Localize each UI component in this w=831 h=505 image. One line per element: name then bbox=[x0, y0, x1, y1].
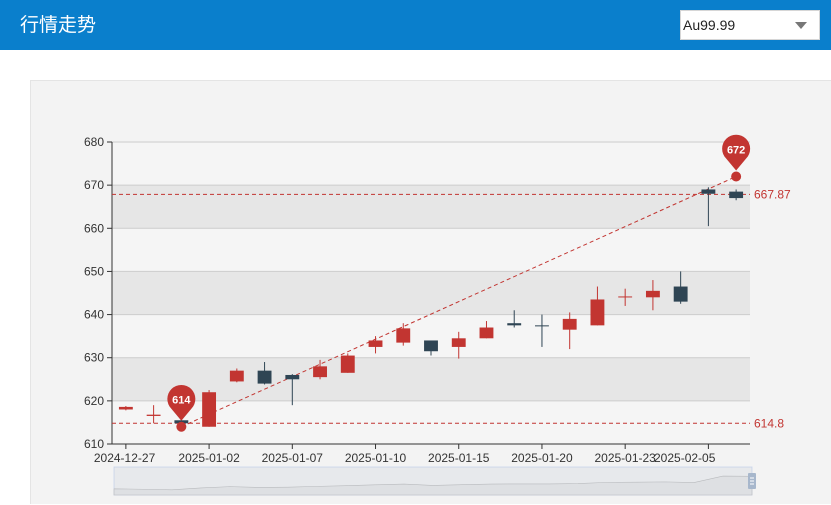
x-tick-label: 2025-01-20 bbox=[511, 451, 573, 465]
candle-body[interactable] bbox=[535, 325, 549, 327]
grid-band bbox=[112, 228, 750, 272]
mark-point-dot bbox=[731, 171, 742, 182]
y-tick-label: 680 bbox=[84, 135, 104, 149]
candle-body[interactable] bbox=[701, 189, 716, 194]
y-tick-label: 670 bbox=[84, 178, 104, 192]
candle-body[interactable] bbox=[257, 370, 272, 384]
y-tick-label: 620 bbox=[84, 394, 104, 408]
candle-body[interactable] bbox=[146, 414, 161, 416]
grid-band bbox=[112, 400, 750, 444]
candle-body[interactable] bbox=[562, 318, 577, 330]
candle-body[interactable] bbox=[507, 323, 522, 326]
grid-band bbox=[112, 185, 750, 229]
mark-line-label: 667.87 bbox=[754, 187, 791, 201]
candle-body[interactable] bbox=[451, 338, 466, 347]
candle-body[interactable] bbox=[729, 191, 744, 199]
x-tick-label: 2025-01-02 bbox=[178, 451, 240, 465]
candle-body[interactable] bbox=[202, 392, 217, 427]
y-tick-label: 650 bbox=[84, 264, 104, 278]
mark-line-label: 614.8 bbox=[754, 416, 784, 430]
x-tick-label: 2025-01-07 bbox=[262, 451, 324, 465]
candle-body[interactable] bbox=[673, 286, 688, 302]
y-tick-label: 630 bbox=[84, 351, 104, 365]
candle-body[interactable] bbox=[229, 370, 244, 382]
candle-body[interactable] bbox=[479, 327, 494, 339]
x-tick-label: 2024-12-27 bbox=[94, 451, 156, 465]
candle-body[interactable] bbox=[368, 340, 383, 347]
chart-panel: 610 620 630 640 650 660 670 680 2024-12-27 2025-0… bbox=[30, 80, 831, 504]
grid-band bbox=[112, 357, 750, 401]
grid-band bbox=[112, 271, 750, 315]
candle-body[interactable] bbox=[590, 299, 605, 326]
y-tick-label: 640 bbox=[84, 308, 104, 322]
x-tick-label: 2025-01-10 bbox=[345, 451, 407, 465]
candle-body[interactable] bbox=[396, 328, 411, 343]
price-trend-chart[interactable]: 610 620 630 640 650 660 670 680 2024-12-27 2025-0… bbox=[31, 81, 831, 505]
page-title: 行情走势 bbox=[20, 14, 97, 36]
y-tick-label: 610 bbox=[84, 437, 104, 451]
product-select-value: Au99.99 bbox=[683, 17, 736, 33]
zoom-slider-selection[interactable] bbox=[114, 467, 752, 495]
candle-body[interactable] bbox=[618, 296, 633, 298]
mark-point-dot bbox=[176, 421, 187, 432]
x-tick-label: 2025-01-23 bbox=[594, 451, 656, 465]
mark-point-label: 672 bbox=[727, 145, 745, 157]
chevron-down-icon[interactable] bbox=[795, 22, 807, 29]
trend-line bbox=[181, 176, 737, 428]
mark-point-label: 614 bbox=[172, 395, 191, 407]
candle-body[interactable] bbox=[424, 340, 438, 352]
candle-body[interactable] bbox=[313, 366, 327, 378]
x-tick-label: 2025-01-15 bbox=[428, 451, 490, 465]
candle-body[interactable] bbox=[285, 374, 300, 380]
x-tick-label: 2025-02-05 bbox=[654, 451, 716, 465]
zoom-slider-preview bbox=[113, 475, 753, 496]
candle-body[interactable] bbox=[645, 290, 660, 298]
product-select[interactable]: Au99.99 bbox=[680, 10, 820, 40]
header-bar: 行情走势 Au99.99 bbox=[0, 0, 831, 50]
mark-point-pin bbox=[722, 134, 751, 171]
mark-point-pin bbox=[167, 384, 196, 421]
y-tick-label: 660 bbox=[84, 221, 104, 235]
candle-body[interactable] bbox=[118, 406, 133, 410]
candle-body[interactable] bbox=[340, 355, 355, 373]
grid-band bbox=[112, 142, 750, 186]
